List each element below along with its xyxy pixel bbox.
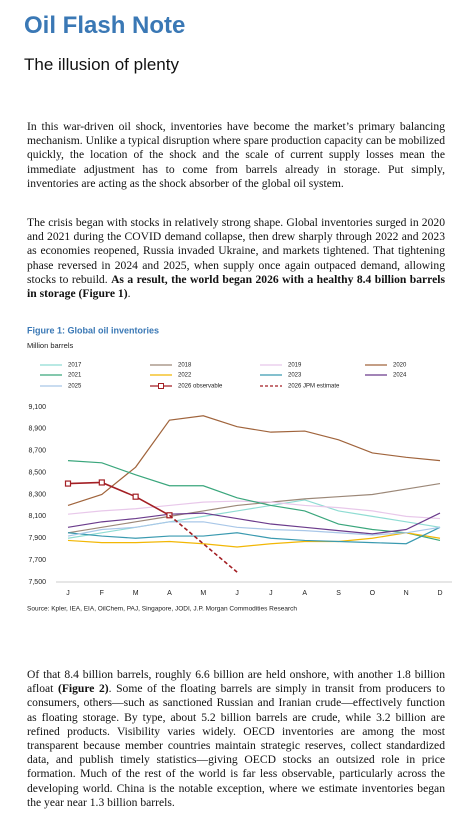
chart: Figure 1: Global oil inventories Million… <box>27 325 452 613</box>
point-marker <box>64 480 72 487</box>
legend-label: 2025 <box>68 384 82 390</box>
text-run: As a result, the world began 2026 with a… <box>27 272 445 301</box>
text-run: . Some of the floating barrels are simpl… <box>27 682 445 809</box>
legend-marker <box>158 383 164 389</box>
chart-title: Figure 1: Global oil inventories <box>27 325 159 335</box>
paragraph: Of that 8.4 billion barrels, roughly 6.6… <box>27 668 445 810</box>
paragraph: In this war-driven oil shock, inventorie… <box>27 120 445 191</box>
y-tick-label: 8,100 <box>28 513 46 520</box>
point-marker <box>98 479 105 486</box>
x-tick-label: J <box>269 590 273 597</box>
y-tick-label: 9,100 <box>28 404 46 411</box>
y-tick-label: 8,700 <box>28 448 46 455</box>
series-line <box>67 512 441 535</box>
legend-label: 2018 <box>178 363 192 369</box>
x-tick-label: O <box>370 590 376 597</box>
series-line <box>67 521 441 537</box>
source: Source: Kpler, IEA, EIA, OilChem, PAJ, S… <box>27 606 297 613</box>
series-line <box>67 459 441 542</box>
y-tick-label: 7,700 <box>28 557 46 564</box>
y-tick-label: 8,900 <box>28 426 46 433</box>
y-axis-label: Million barrels <box>27 341 74 350</box>
legend-label: 2024 <box>393 373 407 379</box>
text-run: Of that 8.4 billion barrels, roughly 6.6… <box>27 668 445 696</box>
legend-label: 2020 <box>393 363 407 369</box>
series-line <box>67 482 441 534</box>
x-tick-label: J <box>235 590 239 597</box>
legend-label: 2021 <box>68 373 82 379</box>
y-tick-label: 8,500 <box>28 469 46 476</box>
title: Oil Flash Note <box>24 12 186 39</box>
series-line <box>67 481 170 516</box>
text-run: In this war-driven oil shock, inventorie… <box>27 120 445 190</box>
x-tick-label: M <box>133 590 139 597</box>
series-line <box>67 526 441 545</box>
y-tick-label: 7,900 <box>28 535 46 542</box>
point-marker <box>132 493 139 500</box>
x-tick-label: A <box>302 590 307 597</box>
x-tick-label: S <box>336 590 341 597</box>
subtitle: The illusion of plenty <box>24 55 179 74</box>
text-run: The crisis began with stocks in relative… <box>27 216 445 286</box>
paragraph: The crisis began with stocks in relative… <box>27 216 445 301</box>
text-run: . <box>127 287 131 301</box>
legend-label: 2022 <box>178 373 192 379</box>
y-tick-label: 7,500 <box>28 579 46 586</box>
legend-label: 2026 JPM estimate <box>288 384 340 390</box>
x-tick-label: N <box>404 590 409 597</box>
legend-label: 2023 <box>288 373 302 379</box>
text-run: (Figure 2) <box>57 682 109 696</box>
x-tick-label: M <box>200 590 206 597</box>
x-tick-label: D <box>437 590 442 597</box>
y-tick-label: 8,300 <box>28 491 46 498</box>
legend-label: 2017 <box>68 363 82 369</box>
legend-label: 2019 <box>288 363 302 369</box>
series-line <box>67 415 441 507</box>
x-tick-label: A <box>167 590 172 597</box>
x-tick-label: J <box>66 590 70 597</box>
series-line <box>168 514 238 573</box>
series-line <box>67 532 441 548</box>
legend-label: 2026 observable <box>178 384 223 390</box>
x-tick-label: F <box>100 590 104 597</box>
